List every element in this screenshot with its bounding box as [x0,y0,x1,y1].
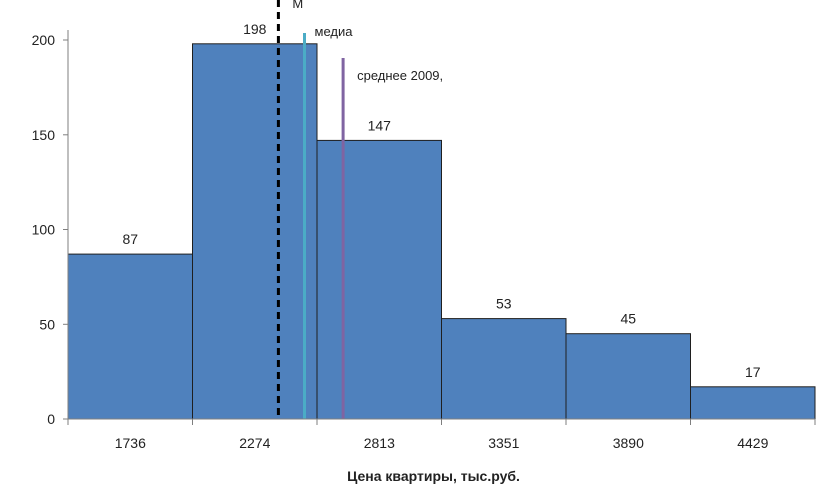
x-tick-label-3890: 3890 [613,435,644,451]
x-axis-ticks: 1736 2274 2813 3351 3890 4429 [67,419,816,451]
x-tick-label-1736: 1736 [115,435,146,451]
x-tick-label-3351: 3351 [488,435,519,451]
y-axis-ticks: 0 50 100 150 200 [32,32,68,427]
x-tick-label-2274: 2274 [239,435,270,451]
bar-3351 [441,318,567,420]
reference-line-label-2: среднее 2009, [357,68,443,83]
y-tick-label-0: 0 [47,411,55,427]
data-label-3890: 45 [621,311,637,327]
data-label-4429: 17 [745,364,761,380]
data-labels-layer: 87 198 147 53 45 17 [123,21,761,380]
bar-3890 [565,333,691,420]
data-label-2274: 198 [243,21,267,37]
x-axis-title: Цена квартиры, тыс.руб. [347,468,520,484]
data-label-1736: 87 [123,231,139,247]
data-label-3351: 53 [496,296,512,312]
reference-line-label-1: медиа [315,24,354,39]
y-tick-label-150: 150 [32,127,56,143]
x-tick-label-4429: 4429 [737,435,768,451]
y-tick-label-100: 100 [32,222,56,238]
y-tick-label-50: 50 [39,316,55,332]
bars-layer [67,43,816,420]
bar-2813 [316,139,442,420]
y-tick-label-200: 200 [32,32,56,48]
bar-2274 [192,43,318,420]
bar-1736 [67,253,193,420]
data-label-2813: 147 [368,117,392,133]
reference-line-label-0: М [292,0,303,11]
bar-4429 [690,386,816,420]
x-tick-label-2813: 2813 [364,435,395,451]
